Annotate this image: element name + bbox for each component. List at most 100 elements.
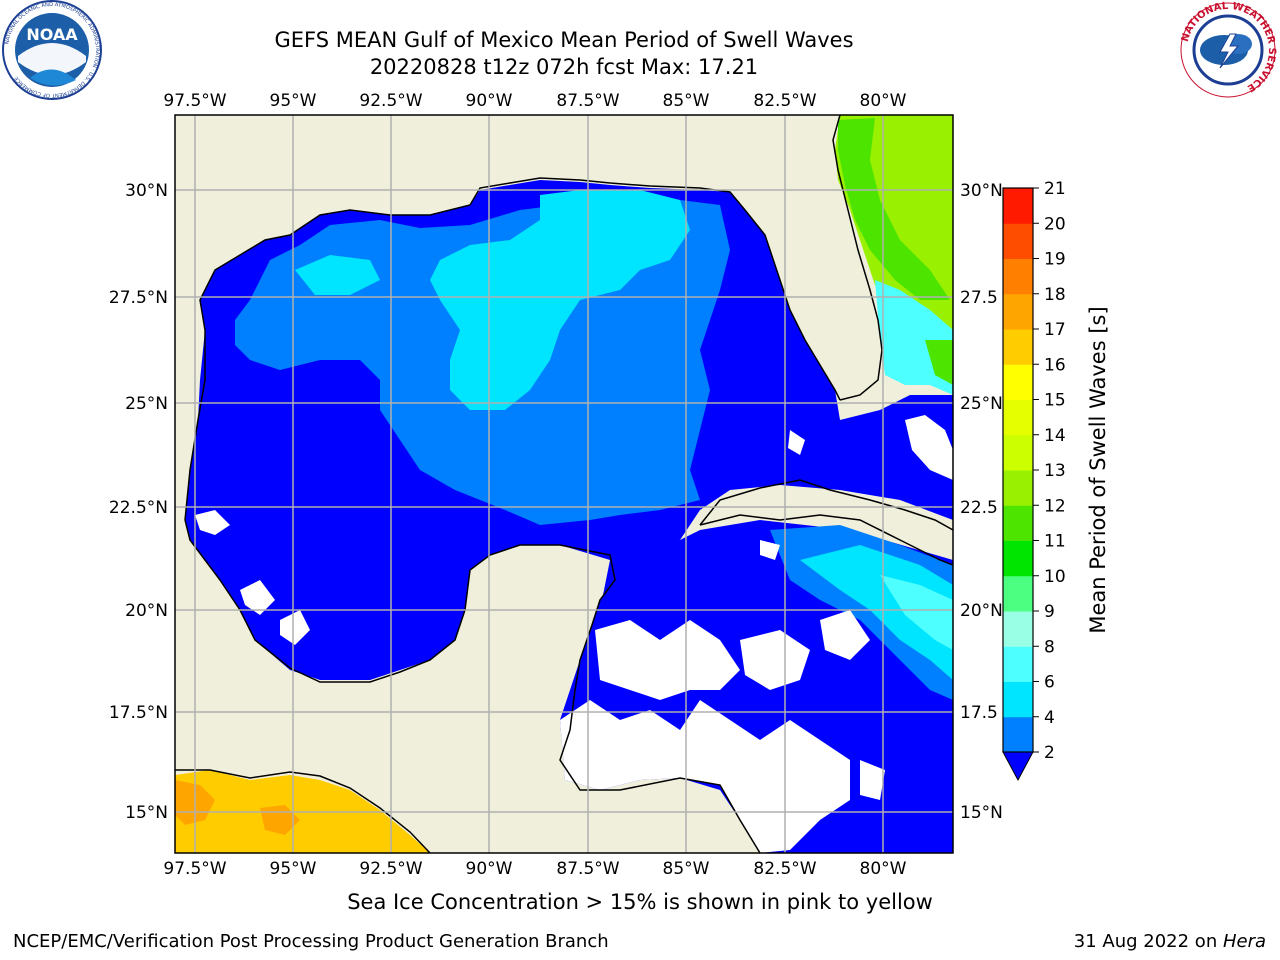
lon-label: 82.5°W: [753, 859, 816, 879]
colorbar: 2 4 6 8 9 10 11 12 13 14 15 16 17 18 19 20 21 Mean Perio…: [1002, 179, 1110, 782]
lon-label: 87.5°W: [556, 91, 619, 111]
cuba-coast: [699, 479, 953, 531]
map-area: [175, 115, 953, 853]
colorbar-tick-label: 12: [1044, 496, 1066, 516]
lon-label: 97.5°W: [163, 91, 226, 111]
lon-label: 95°W: [270, 859, 317, 879]
colorbar-bin: [1003, 258, 1033, 295]
colorbar-tick-label: 10: [1044, 567, 1066, 587]
atlantic-bahamas: [925, 340, 953, 385]
colorbar-tick-label: 15: [1044, 391, 1066, 411]
lon-label: 85°W: [663, 91, 710, 111]
mexico-coast: [184, 519, 761, 853]
nws-logo: NATIONAL WEATHER SERVICE: [1180, 1, 1277, 98]
colorbar-tick-label: 16: [1044, 355, 1066, 375]
colorbar-bin: [1003, 611, 1033, 647]
colorbar-tick-label: 4: [1044, 708, 1055, 728]
lat-label: 22.5: [960, 498, 998, 518]
lat-labels-right: 30°N 27.5 25°N 22.5 20°N 17.5 15°N: [960, 181, 1003, 823]
lon-label: 87.5°W: [556, 859, 619, 879]
colorbar-ticks: 2 4 6 8 9 10 11 12 13 14 15 16 17 18 19 20 21: [1033, 179, 1066, 763]
colorbar-bin: [1003, 681, 1033, 718]
lat-label: 30°N: [125, 181, 168, 201]
lat-label: 20°N: [960, 601, 1003, 621]
colorbar-bins: [1003, 188, 1033, 753]
atlantic-swell-mid: [838, 118, 950, 300]
lon-labels-bottom: 97.5°W 95°W 92.5°W 90°W 87.5°W 85°W 82.5…: [163, 859, 906, 879]
colorbar-bin: [1003, 329, 1033, 365]
lat-label: 17.5: [960, 703, 998, 723]
footer-credit: NCEP/EMC/Verification Post Processing Pr…: [13, 931, 609, 952]
us-gulf-coast: [184, 177, 841, 521]
map-frame: [174, 114, 954, 854]
cuba-south-coast: [699, 514, 953, 566]
footer-date: 31 Aug 2022 on Hera: [1074, 931, 1266, 952]
lat-label: 20°N: [125, 601, 168, 621]
lat-label: 30°N: [960, 181, 1003, 201]
lat-labels-left: 30°N 27.5°N 25°N 22.5°N 20°N 17.5°N 15°N: [109, 181, 168, 823]
colorbar-tick-label: 19: [1044, 250, 1066, 270]
colorbar-under-triangle: [1002, 751, 1034, 782]
colorbar-bin: [1003, 223, 1033, 259]
colorbar-bin: [1003, 646, 1033, 682]
map-title: GEFS MEAN Gulf of Mexico Mean Period of …: [274, 28, 854, 52]
colorbar-tick-label: 11: [1044, 532, 1066, 552]
caption: Sea Ice Concentration > 15% is shown in …: [347, 890, 933, 914]
lon-label: 85°W: [663, 859, 710, 879]
lat-label: 27.5°N: [109, 288, 168, 308]
colorbar-tick-label: 14: [1044, 426, 1066, 446]
lat-label: 15°N: [125, 803, 168, 823]
colorbar-title: Mean Period of Swell Waves [s]: [1086, 306, 1110, 633]
colorbar-bin: [1003, 716, 1033, 753]
colorbar-tick-label: 9: [1044, 602, 1055, 622]
lon-label: 95°W: [270, 91, 317, 111]
colorbar-bin: [1003, 399, 1033, 436]
footer-host: Hera: [1222, 931, 1266, 952]
no-data-patches: [195, 415, 953, 853]
colorbar-bin: [1003, 470, 1033, 506]
lat-label: 15°N: [960, 803, 1003, 823]
colorbar-tick-label: 13: [1044, 461, 1066, 481]
florida-east-coast: [832, 115, 883, 401]
colorbar-tick-label: 20: [1044, 214, 1066, 234]
lon-label: 90°W: [466, 859, 513, 879]
caribbean-swell-6-8: [880, 575, 953, 650]
lat-label: 27.5: [960, 288, 998, 308]
lat-label: 25°N: [125, 394, 168, 414]
lat-label: 17.5°N: [109, 703, 168, 723]
caribbean-swell-4-6: [800, 545, 953, 680]
colorbar-tick-label: 6: [1044, 673, 1055, 693]
colorbar-bin: [1003, 293, 1033, 330]
lon-label: 82.5°W: [753, 91, 816, 111]
colorbar-tick-label: 2: [1044, 743, 1055, 763]
gulf-swell-4-6-west: [295, 255, 380, 295]
noaa-logo-text: NOAA: [26, 25, 78, 44]
map-subtitle: 20220828 t12z 072h fcst Max: 17.21: [369, 55, 759, 79]
lon-label: 92.5°W: [359, 859, 422, 879]
colorbar-tick-label: 8: [1044, 637, 1055, 657]
graticule: [175, 115, 953, 853]
lat-label: 25°N: [960, 394, 1003, 414]
lon-label: 80°W: [860, 91, 907, 111]
colorbar-bin: [1003, 434, 1033, 471]
lon-label: 90°W: [466, 91, 513, 111]
noaa-logo: NOAA NATIONAL OCEANIC AND ATMOSPHERIC AD…: [2, 0, 102, 100]
lon-label: 80°W: [860, 859, 907, 879]
pacific-coast: [175, 769, 431, 853]
colorbar-tick-label: 17: [1044, 320, 1066, 340]
lat-label: 22.5°N: [109, 498, 168, 518]
gulf-swell-4-6: [430, 190, 690, 410]
lon-label: 97.5°W: [163, 859, 226, 879]
colorbar-bin: [1003, 540, 1033, 577]
lon-labels-top: 97.5°W 95°W 92.5°W 90°W 87.5°W 85°W 82.5…: [163, 91, 906, 111]
colorbar-bin: [1003, 188, 1033, 224]
footer-date-text: 31 Aug 2022 on: [1073, 931, 1223, 952]
lon-label: 92.5°W: [359, 91, 422, 111]
colorbar-bin: [1003, 505, 1033, 541]
colorbar-tick-label: 18: [1044, 285, 1066, 305]
coastlines: [175, 115, 953, 853]
colorbar-bin: [1003, 364, 1033, 400]
colorbar-tick-label: 21: [1044, 179, 1066, 199]
colorbar-bin: [1003, 575, 1033, 612]
